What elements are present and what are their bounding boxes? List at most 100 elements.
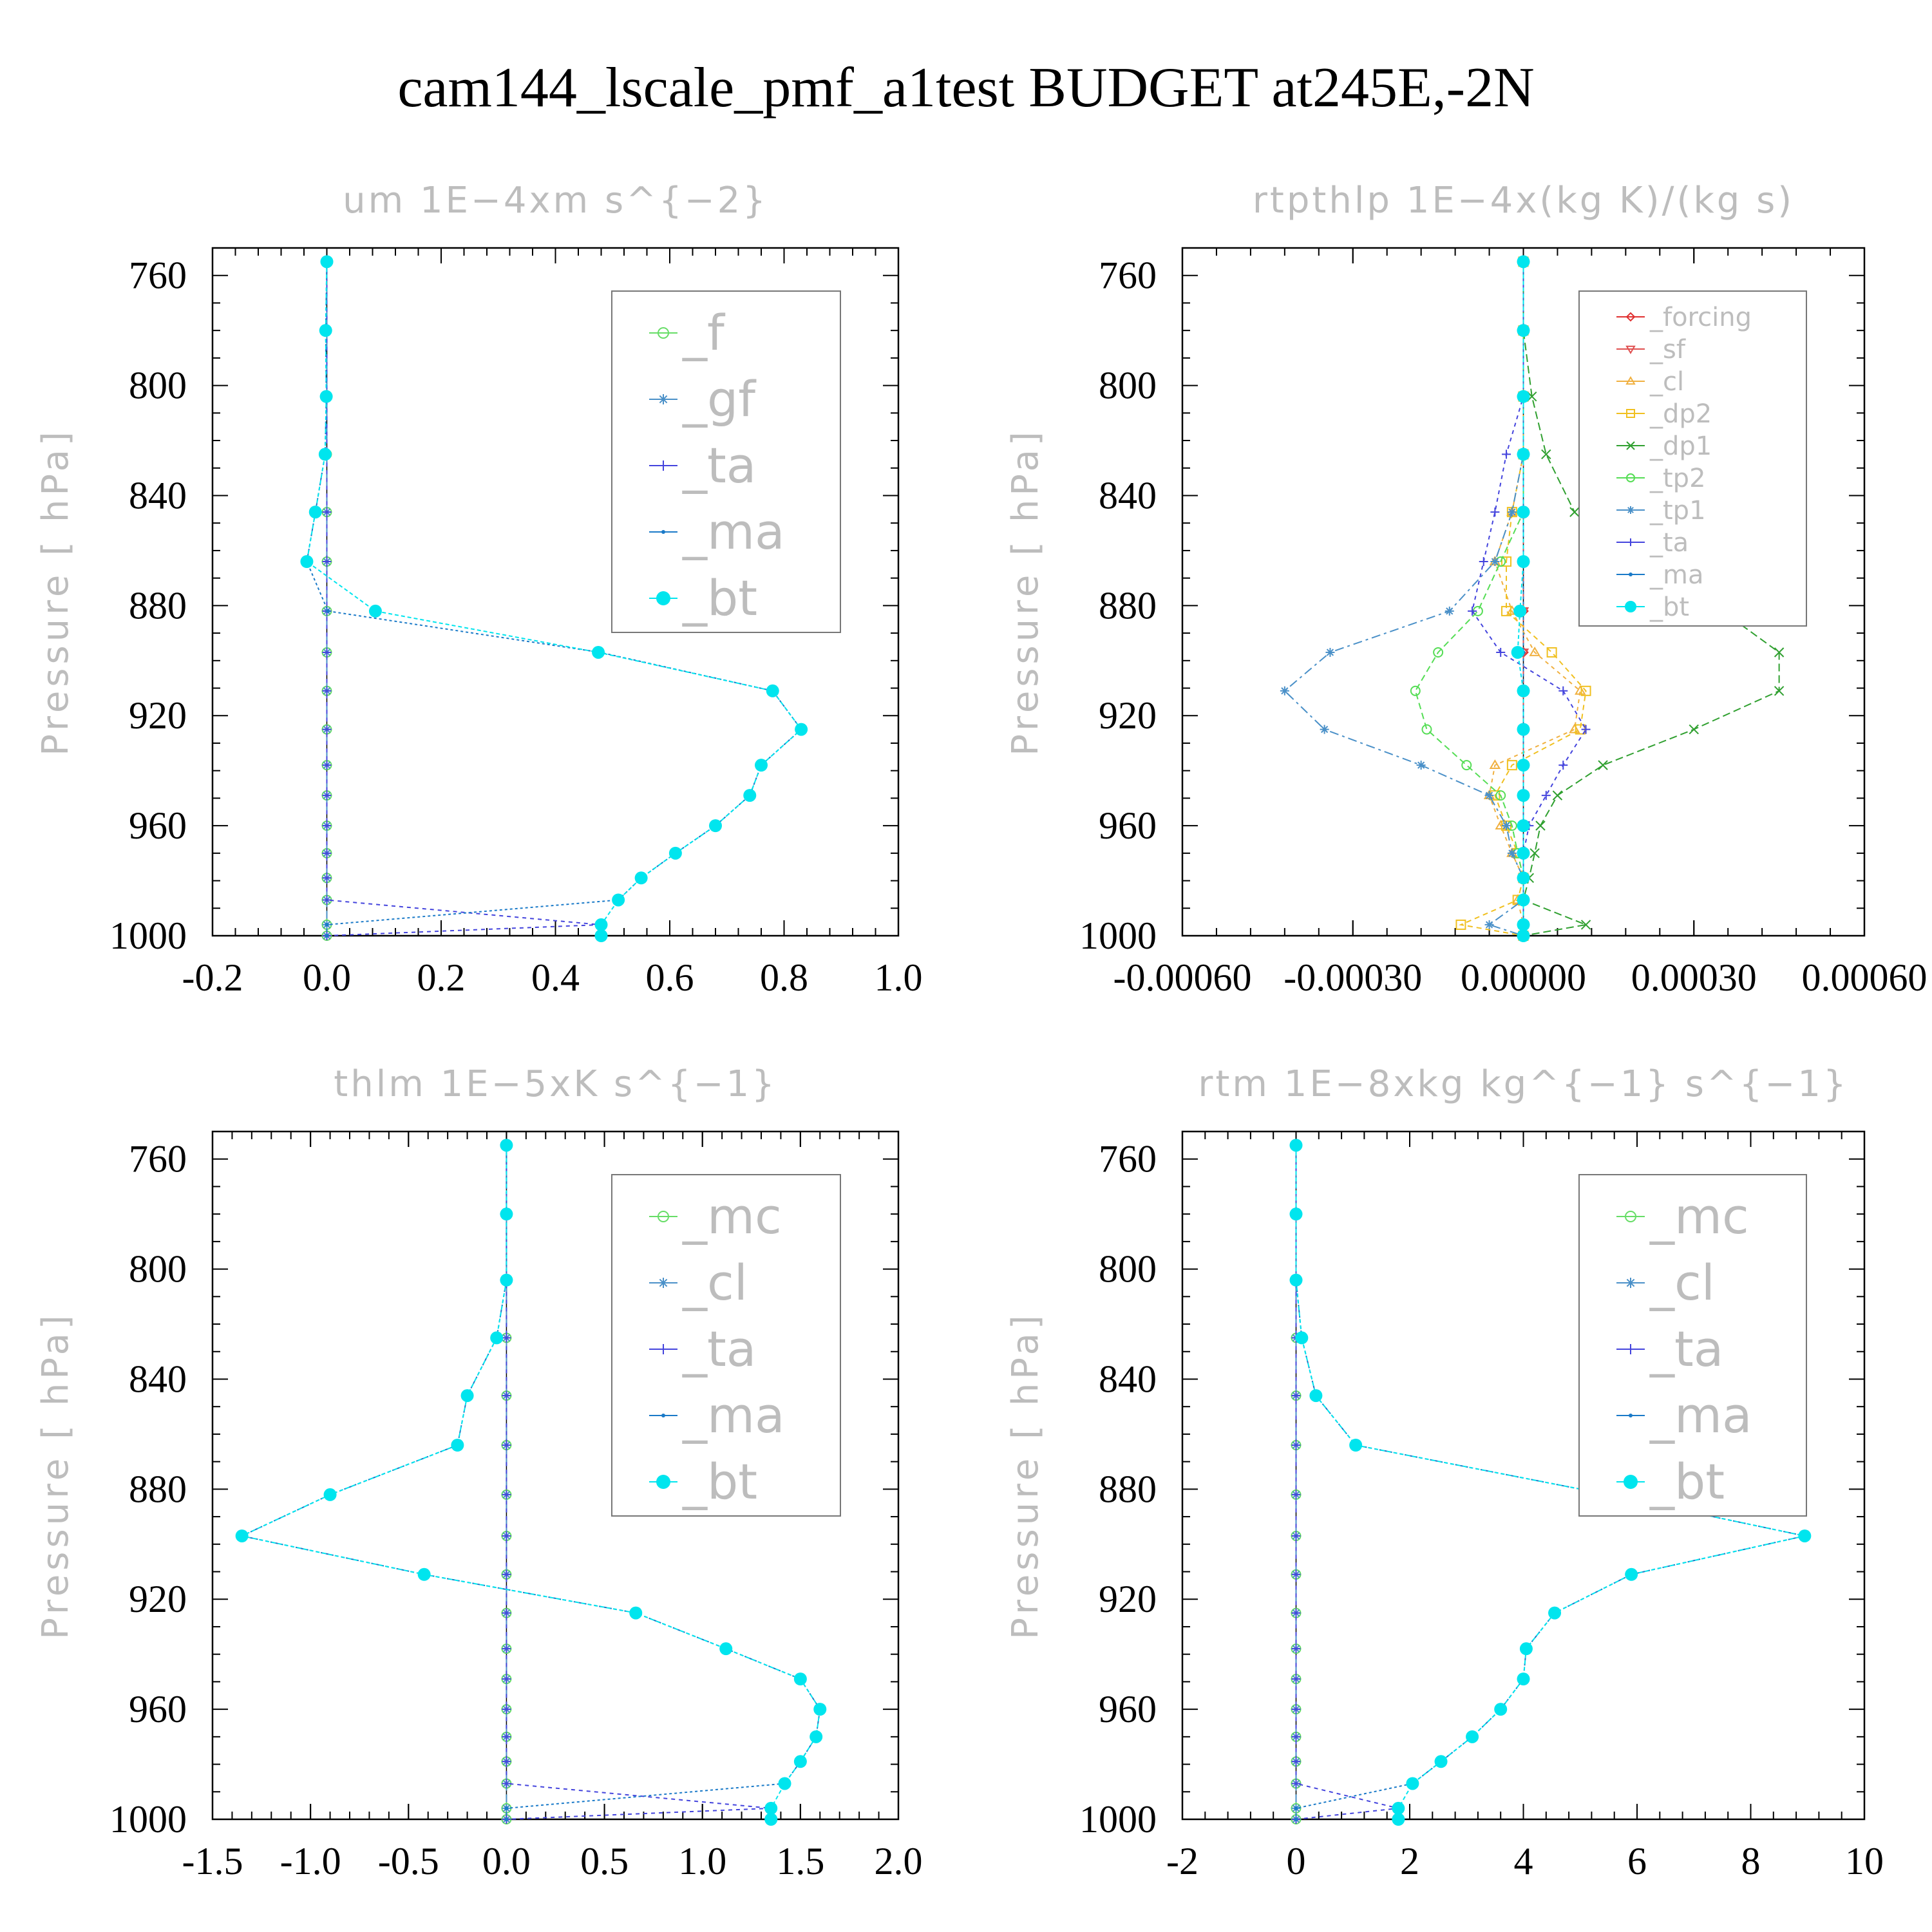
y-tick-label: 960 <box>129 1688 187 1730</box>
legend-label: _tp1 <box>1649 496 1706 526</box>
data-point <box>1501 556 1512 567</box>
data-point <box>1421 724 1432 735</box>
data-point <box>592 645 605 659</box>
data-point <box>502 1391 511 1401</box>
data-point <box>1580 920 1591 930</box>
data-point <box>1535 820 1546 831</box>
legend-box <box>1578 290 1807 627</box>
y-tick-label: 920 <box>129 1578 187 1620</box>
x-tick-label: 0.5 <box>580 1840 629 1882</box>
y-axis-label: Pressure [ hPa] <box>35 1311 77 1639</box>
data-point <box>1392 1813 1405 1826</box>
data-point <box>1349 1439 1363 1452</box>
panel-title: thlm 1E−5xK s^{−1} <box>334 1063 777 1105</box>
data-point <box>793 1672 807 1686</box>
data-point <box>1490 507 1500 517</box>
x-tick-label: 0.0 <box>482 1840 531 1882</box>
data-point <box>322 761 332 770</box>
data-point <box>319 324 332 337</box>
data-point <box>502 1644 511 1654</box>
y-tick-label: 840 <box>1099 474 1157 516</box>
data-point <box>1541 791 1551 800</box>
data-point <box>1598 760 1608 770</box>
y-tick-label: 960 <box>129 804 187 847</box>
legend-box <box>611 290 841 633</box>
data-point <box>502 1333 511 1343</box>
panels: um 1E−4xm s^{−2}Pressure [ hPa]760800840… <box>35 180 1927 1882</box>
data-point <box>778 1777 791 1790</box>
data-point <box>1517 448 1530 461</box>
x-tick-label: 0.0 <box>303 956 351 999</box>
data-point <box>1517 871 1530 885</box>
data-point <box>1517 918 1530 931</box>
data-point <box>490 1331 504 1345</box>
y-tick-label: 880 <box>1099 1468 1157 1510</box>
x-tick-label: -2 <box>1166 1840 1198 1882</box>
legend-label: _tp2 <box>1649 464 1706 493</box>
y-tick-label: 800 <box>1099 365 1157 407</box>
y-tick-label: 800 <box>1099 1248 1157 1291</box>
data-point <box>322 895 332 905</box>
x-tick-label: 0 <box>1287 1840 1306 1882</box>
chart-panel-3: thlm 1E−5xK s^{−1} Pressure [ hPa] 760 800 8… <box>35 1063 923 1882</box>
data-point <box>764 1801 778 1815</box>
series-ta <box>1468 257 1591 940</box>
data-point <box>1291 1644 1301 1654</box>
data-point <box>1490 557 1500 567</box>
figure-title: cam144_lscale_pmf_a1test BUDGET at245E,-… <box>397 57 1534 119</box>
y-tick-label: 960 <box>1099 1688 1157 1730</box>
data-point <box>322 724 332 734</box>
data-point <box>1468 606 1477 616</box>
y-axis-label: Pressure [ hPa] <box>35 428 77 755</box>
data-point <box>1433 647 1444 658</box>
legend-marker <box>1625 1211 1636 1222</box>
y-tick-label: 960 <box>1099 804 1157 847</box>
data-point <box>502 1732 511 1741</box>
x-tick-label: -0.00030 <box>1283 956 1422 999</box>
data-point <box>1325 647 1335 657</box>
data-point <box>1484 791 1494 800</box>
y-tick-label: 920 <box>1099 1578 1157 1620</box>
legend-marker <box>1626 441 1635 450</box>
data-point <box>1410 685 1421 696</box>
data-point <box>1517 390 1530 403</box>
x-tick-label: 2 <box>1400 1840 1419 1882</box>
data-point <box>300 555 314 569</box>
legend-label: _sf <box>1649 335 1686 365</box>
data-point <box>1517 255 1530 269</box>
data-point <box>502 1705 511 1714</box>
y-axis-label: Pressure [ hPa] <box>1005 1311 1046 1639</box>
series-ta <box>1291 1141 1403 1824</box>
data-point <box>323 1488 337 1501</box>
data-point <box>1444 606 1454 616</box>
data-point <box>322 821 332 831</box>
x-tick-label: 1.5 <box>776 1840 824 1882</box>
legend: _mc _cl _ta _ma _bt <box>611 1174 841 1517</box>
data-point <box>1289 1139 1303 1152</box>
legend-marker <box>1625 1278 1636 1288</box>
series-line <box>326 261 600 936</box>
y-tick-label: 760 <box>1099 1138 1157 1180</box>
x-tick-label: 0.2 <box>417 956 466 999</box>
data-point <box>766 684 779 697</box>
data-point <box>502 1608 511 1618</box>
legend-label: _bt <box>682 1453 757 1510</box>
legend-label: _mc <box>1649 1188 1749 1245</box>
data-point <box>1517 555 1530 569</box>
panel-title: rtm 1E−8xkg kg^{−1} s^{−1} <box>1198 1063 1848 1105</box>
data-point <box>1517 846 1530 860</box>
data-point <box>322 873 332 883</box>
data-point <box>1291 1441 1301 1450</box>
data-point <box>325 922 329 927</box>
data-point <box>502 1490 511 1499</box>
data-point <box>502 1569 511 1579</box>
data-point <box>308 506 322 519</box>
y-tick-label: 1000 <box>1079 914 1157 957</box>
legend-box <box>611 1174 841 1517</box>
data-point <box>417 1567 431 1581</box>
data-point <box>235 1529 249 1542</box>
data-point <box>500 1208 513 1221</box>
legend-marker <box>658 394 668 404</box>
y-tick-label: 1000 <box>109 1798 187 1841</box>
legend-label: _forcing <box>1649 303 1752 332</box>
